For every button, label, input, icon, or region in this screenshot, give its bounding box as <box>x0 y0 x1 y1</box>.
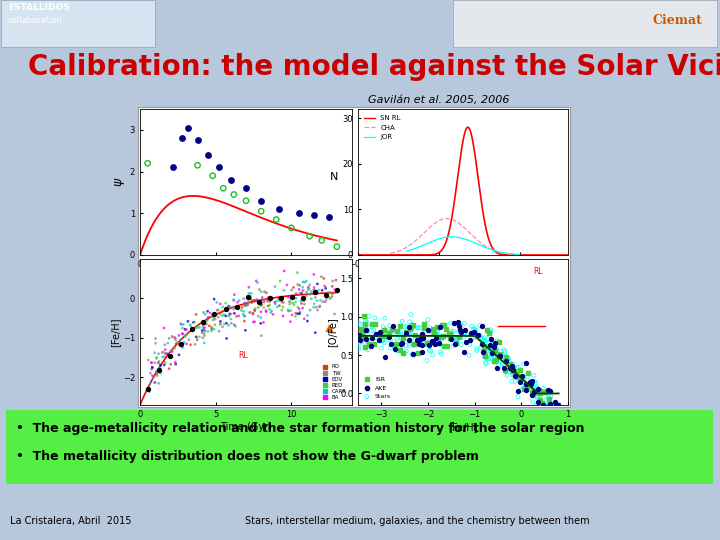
Point <box>309 300 320 308</box>
Point <box>540 396 552 405</box>
Point <box>371 330 382 339</box>
Point <box>500 355 511 364</box>
Point <box>164 352 176 360</box>
Point <box>147 372 158 380</box>
Point <box>385 340 397 348</box>
Point <box>538 384 549 393</box>
Point <box>414 339 426 348</box>
Point <box>292 309 304 318</box>
Point <box>459 328 471 337</box>
Point <box>311 296 323 305</box>
Point <box>258 296 270 305</box>
Point <box>469 333 481 342</box>
Point <box>408 341 419 350</box>
Point <box>420 340 431 349</box>
Point <box>504 360 516 369</box>
Point <box>513 372 525 381</box>
Point <box>421 339 433 348</box>
Point <box>223 321 235 329</box>
Point <box>176 343 188 352</box>
Point <box>265 308 276 317</box>
Point <box>327 289 338 298</box>
Point <box>299 314 310 323</box>
Y-axis label: N: N <box>330 172 338 182</box>
Point <box>228 190 240 199</box>
Point <box>486 354 498 363</box>
Point <box>423 338 435 346</box>
Point <box>541 401 552 409</box>
Point <box>475 334 487 343</box>
Point <box>549 401 561 409</box>
Point <box>199 323 210 332</box>
Point <box>192 136 203 145</box>
Point <box>506 367 518 375</box>
Point <box>370 334 382 342</box>
Point <box>385 327 397 336</box>
Point <box>248 297 260 306</box>
Point <box>369 314 381 322</box>
Point <box>202 314 214 323</box>
Point <box>361 327 372 335</box>
Point <box>253 298 265 306</box>
Point <box>499 347 510 356</box>
Point <box>224 309 235 318</box>
Point <box>286 286 297 294</box>
Point <box>245 308 256 317</box>
Legend: ISR, AKE, Stars: ISR, AKE, Stars <box>361 375 394 402</box>
Point <box>243 297 254 306</box>
Point <box>492 350 504 359</box>
Point <box>215 319 226 328</box>
Point <box>449 339 460 348</box>
Point <box>451 333 463 342</box>
Point <box>480 347 492 355</box>
Point <box>179 332 191 341</box>
Point <box>256 300 267 308</box>
Point <box>438 332 449 341</box>
Point <box>253 300 265 308</box>
Point <box>151 353 163 362</box>
Point <box>239 299 251 307</box>
Point <box>429 340 441 348</box>
Point <box>469 324 480 333</box>
Point <box>151 369 163 378</box>
Point <box>379 325 391 334</box>
Point <box>258 303 270 312</box>
Point <box>253 303 264 312</box>
Point <box>552 401 564 409</box>
Point <box>436 350 447 359</box>
Point <box>474 321 485 329</box>
Point <box>547 400 559 408</box>
Point <box>245 292 256 301</box>
Point <box>533 397 544 406</box>
Point <box>290 294 302 303</box>
Point <box>358 334 369 342</box>
Point <box>174 340 185 349</box>
Point <box>251 295 263 304</box>
Point <box>488 352 500 361</box>
Point <box>459 319 470 327</box>
Point <box>544 401 555 409</box>
Point <box>306 294 318 303</box>
Point <box>474 330 486 339</box>
Point <box>302 311 313 320</box>
Point <box>199 327 211 335</box>
Point <box>292 268 303 277</box>
Point <box>360 325 372 334</box>
Point <box>503 357 515 366</box>
Point <box>359 314 371 322</box>
Point <box>366 334 378 342</box>
Point <box>160 358 171 367</box>
Point <box>525 381 536 389</box>
Point <box>191 333 202 341</box>
Point <box>146 359 158 367</box>
Point <box>304 280 315 289</box>
Point <box>454 322 465 330</box>
Point <box>517 371 528 380</box>
Point <box>547 401 559 409</box>
Point <box>493 361 505 370</box>
Point <box>528 387 540 396</box>
Point <box>431 330 443 339</box>
Point <box>211 298 222 307</box>
Point <box>388 337 400 346</box>
